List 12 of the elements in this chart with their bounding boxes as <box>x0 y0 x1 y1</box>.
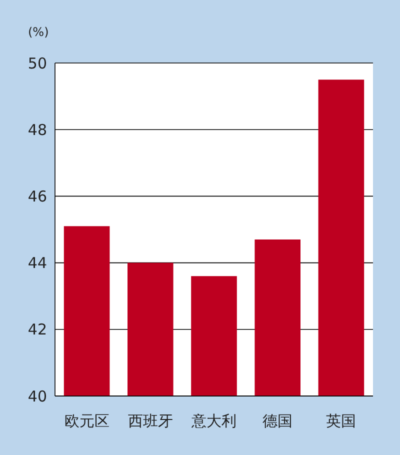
x-tick-label: 欧元区 <box>64 412 110 430</box>
y-tick-label: 40 <box>28 387 47 406</box>
y-axis-title: (%) <box>28 25 49 39</box>
y-tick-label: 46 <box>28 187 47 206</box>
x-tick-label: 英国 <box>326 412 356 430</box>
y-tick-label: 48 <box>28 120 47 139</box>
y-tick-label: 50 <box>28 54 47 72</box>
x-tick-label: 意大利 <box>190 412 236 430</box>
x-tick-label: 德国 <box>262 412 293 430</box>
y-tick-label: 42 <box>28 320 47 339</box>
y-tick-label: 44 <box>28 254 47 272</box>
x-tick-label: 西班牙 <box>128 412 173 430</box>
